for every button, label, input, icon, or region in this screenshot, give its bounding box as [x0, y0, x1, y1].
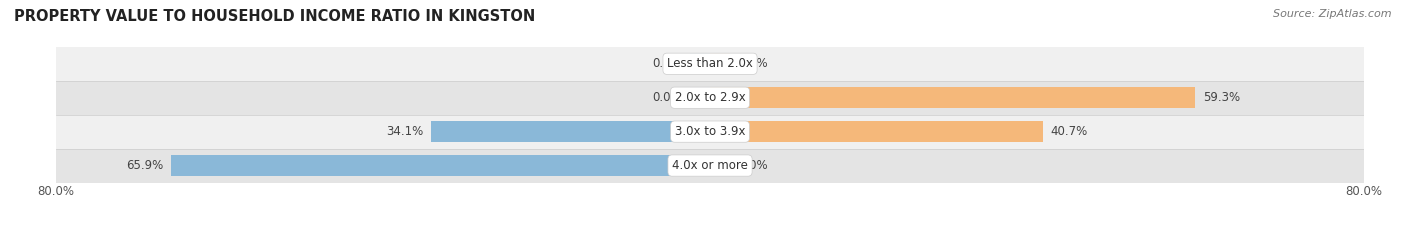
Bar — [710, 53, 731, 74]
Text: Source: ZipAtlas.com: Source: ZipAtlas.com — [1274, 9, 1392, 19]
Text: 3.0x to 3.9x: 3.0x to 3.9x — [675, 125, 745, 138]
Text: 4.0x or more: 4.0x or more — [672, 159, 748, 172]
Bar — [432, 121, 710, 142]
Bar — [710, 121, 1043, 142]
Bar — [689, 53, 710, 74]
Text: 0.0%: 0.0% — [738, 159, 768, 172]
Bar — [56, 47, 1364, 81]
Text: 0.0%: 0.0% — [738, 57, 768, 70]
Text: 40.7%: 40.7% — [1050, 125, 1088, 138]
Text: 2.0x to 2.9x: 2.0x to 2.9x — [675, 91, 745, 104]
Bar — [172, 155, 710, 176]
Bar — [56, 81, 1364, 115]
Text: Less than 2.0x: Less than 2.0x — [666, 57, 754, 70]
Text: 65.9%: 65.9% — [127, 159, 163, 172]
Bar — [689, 87, 710, 108]
Text: 0.0%: 0.0% — [652, 57, 682, 70]
Bar — [710, 87, 1195, 108]
Bar — [56, 115, 1364, 149]
Text: 34.1%: 34.1% — [385, 125, 423, 138]
Bar — [710, 155, 731, 176]
Text: 59.3%: 59.3% — [1202, 91, 1240, 104]
Bar — [56, 149, 1364, 183]
Text: PROPERTY VALUE TO HOUSEHOLD INCOME RATIO IN KINGSTON: PROPERTY VALUE TO HOUSEHOLD INCOME RATIO… — [14, 9, 536, 24]
Text: 0.0%: 0.0% — [652, 91, 682, 104]
